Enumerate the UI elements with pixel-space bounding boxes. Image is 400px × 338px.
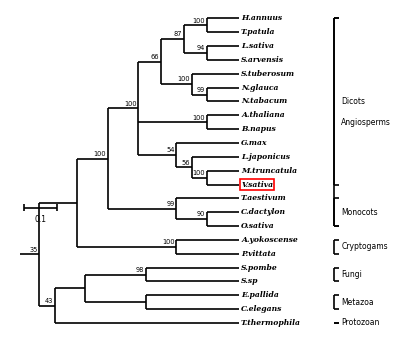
Text: 90: 90 (196, 212, 205, 217)
Text: 94: 94 (196, 45, 205, 51)
Text: 54: 54 (166, 147, 174, 153)
Text: S.pombe: S.pombe (241, 264, 278, 272)
Text: N.tabacum: N.tabacum (241, 97, 287, 105)
Text: E.pallida: E.pallida (241, 291, 279, 299)
Text: H.annuus: H.annuus (241, 15, 282, 22)
Text: 35: 35 (29, 246, 38, 252)
Text: 100: 100 (192, 170, 205, 176)
Text: S.arvensis: S.arvensis (241, 56, 284, 64)
Text: L.sativa: L.sativa (241, 42, 274, 50)
Text: A.thaliana: A.thaliana (241, 111, 285, 119)
Text: C.elegans: C.elegans (241, 305, 282, 313)
Text: Monocots: Monocots (341, 208, 378, 217)
Text: L.japonicus: L.japonicus (241, 153, 290, 161)
Text: T.thermophila: T.thermophila (241, 319, 301, 327)
Text: 0.1: 0.1 (34, 215, 46, 224)
Text: 99: 99 (166, 201, 174, 207)
Text: V.sativa: V.sativa (241, 180, 273, 189)
Text: 43: 43 (44, 298, 53, 304)
Text: S.sp: S.sp (241, 277, 259, 286)
Text: Cryptogams: Cryptogams (341, 242, 388, 251)
Text: C.dactylon: C.dactylon (241, 208, 286, 216)
Text: 56: 56 (181, 160, 190, 166)
Text: 66: 66 (151, 54, 159, 60)
Text: P.vittata: P.vittata (241, 250, 276, 258)
Text: Dicots: Dicots (341, 97, 365, 106)
Text: 100: 100 (94, 151, 106, 157)
Text: G.max: G.max (241, 139, 268, 147)
Text: Protozoan: Protozoan (341, 318, 380, 328)
Text: 98: 98 (136, 267, 144, 273)
Text: Fungi: Fungi (341, 270, 362, 279)
Text: Angiosperms: Angiosperms (341, 118, 391, 127)
Text: O.sativa: O.sativa (241, 222, 275, 230)
Text: Metazoa: Metazoa (341, 298, 374, 307)
Text: N.glauca: N.glauca (241, 83, 279, 92)
Text: T.aestivum: T.aestivum (241, 194, 287, 202)
Text: 99: 99 (197, 87, 205, 93)
Text: T.patula: T.patula (241, 28, 276, 36)
Text: A.yokoscense: A.yokoscense (241, 236, 298, 244)
Text: S.tuberosum: S.tuberosum (241, 70, 295, 78)
Text: 100: 100 (177, 76, 190, 82)
Text: M.truncatula: M.truncatula (241, 167, 297, 175)
Text: 100: 100 (192, 18, 205, 24)
Text: 100: 100 (162, 239, 174, 245)
Text: 87: 87 (174, 31, 182, 38)
Text: 100: 100 (124, 101, 136, 107)
Text: 100: 100 (192, 115, 205, 121)
Text: B.napus: B.napus (241, 125, 276, 133)
